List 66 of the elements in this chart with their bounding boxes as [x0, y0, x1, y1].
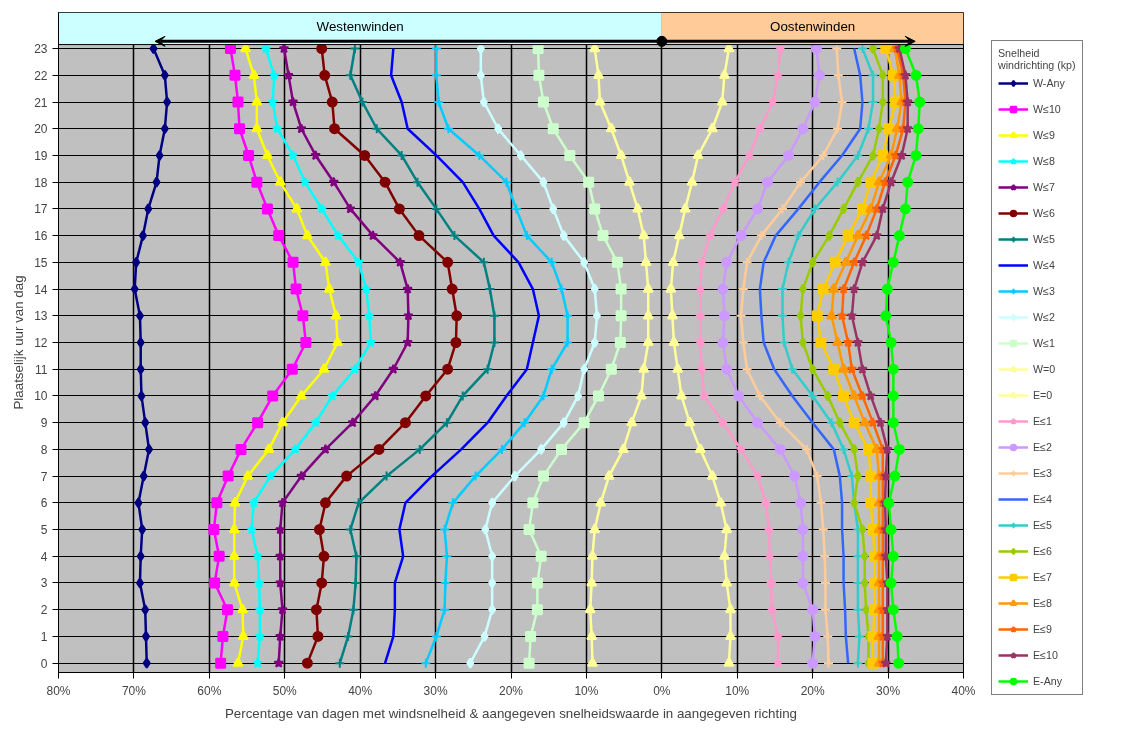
y-tick-label: 10 — [34, 389, 48, 404]
y-tick-label: 1 — [40, 629, 48, 644]
legend-label: E≤10 — [1033, 648, 1058, 662]
legend-label: W≤6 — [1033, 206, 1055, 220]
x-tick-label: 20% — [498, 683, 524, 698]
x-tick-label: 40% — [348, 683, 373, 698]
legend-label: W≤7 — [1033, 180, 1055, 194]
legend-label: E≤2 — [1033, 440, 1053, 454]
legend-label: E≤8 — [1033, 596, 1053, 610]
x-tick-label: 70% — [121, 683, 147, 698]
y-tick-label: 22 — [34, 68, 48, 83]
y-tick-label: 11 — [35, 362, 48, 377]
legend-label: E≤3 — [1033, 466, 1053, 480]
legend-label: W≤10 — [1033, 102, 1061, 116]
legend-label: E≤5 — [1033, 518, 1053, 532]
x-tick-label: 60% — [197, 683, 222, 698]
x-tick-label: 10% — [725, 683, 750, 698]
y-tick-label: 15 — [34, 255, 48, 270]
x-axis-title: Percentage van dagen met windsnelheid & aangegeven snelheidswaarde in aangegeven richting — [224, 705, 798, 721]
y-tick-label: 5 — [40, 523, 48, 538]
legend-label: E≤4 — [1033, 492, 1053, 506]
band-label: Oostenwinden — [770, 19, 856, 35]
legend-label: W=0 — [1033, 362, 1056, 376]
legend-label: E=0 — [1033, 388, 1053, 402]
y-tick-label: 19 — [34, 148, 48, 163]
x-tick-label: 10% — [574, 683, 599, 698]
x-tick-label: 30% — [423, 683, 448, 698]
legend-label: W≤5 — [1033, 232, 1055, 246]
x-tick-label: 50% — [272, 683, 298, 698]
y-tick-label: 8 — [40, 442, 48, 457]
y-tick-label: 6 — [40, 496, 48, 511]
legend-label: W≤1 — [1033, 336, 1055, 350]
band-label: Westenwinden — [316, 19, 404, 35]
legend-label: E≤6 — [1033, 544, 1053, 558]
y-tick-label: 7 — [40, 469, 48, 484]
x-tick-label: 30% — [876, 683, 901, 698]
y-tick-label: 21 — [34, 95, 48, 110]
y-tick-label: 13 — [34, 309, 48, 324]
y-tick-label: 0 — [40, 656, 48, 671]
legend-label: W≤4 — [1033, 258, 1055, 272]
y-tick-label: 9 — [40, 416, 48, 431]
y-tick-label: 2 — [40, 603, 48, 618]
y-tick-label: 16 — [34, 229, 48, 244]
legend-label: W≤2 — [1033, 310, 1055, 324]
legend-label: W≤9 — [1033, 128, 1055, 142]
legend-label: W≤8 — [1033, 154, 1055, 168]
y-tick-label: 12 — [34, 336, 48, 350]
y-tick-label: 3 — [40, 576, 48, 591]
x-tick-label: 20% — [800, 683, 826, 698]
legend-label: E≤7 — [1033, 570, 1053, 584]
legend-label: E≤1 — [1033, 414, 1053, 428]
legend-title: Snelheid windrichting (kp) — [998, 47, 1076, 71]
y-tick-label: 14 — [34, 282, 48, 297]
legend-label: E≤9 — [1033, 622, 1053, 636]
y-tick-label: 18 — [34, 175, 48, 190]
x-tick-label: 0% — [653, 683, 671, 698]
x-tick-label: 40% — [951, 683, 976, 698]
legend-label: E-Any — [1033, 674, 1063, 688]
y-axis-title: Plaatselijk uur van dag — [11, 275, 27, 410]
legend-label: W≤3 — [1033, 284, 1055, 298]
legend-label: W-Any — [1033, 76, 1065, 90]
y-tick-label: 4 — [40, 549, 48, 564]
x-tick-label: 80% — [46, 683, 71, 698]
y-tick-label: 17 — [34, 202, 48, 217]
y-tick-label: 23 — [34, 42, 48, 57]
y-tick-label: 20 — [34, 122, 48, 137]
